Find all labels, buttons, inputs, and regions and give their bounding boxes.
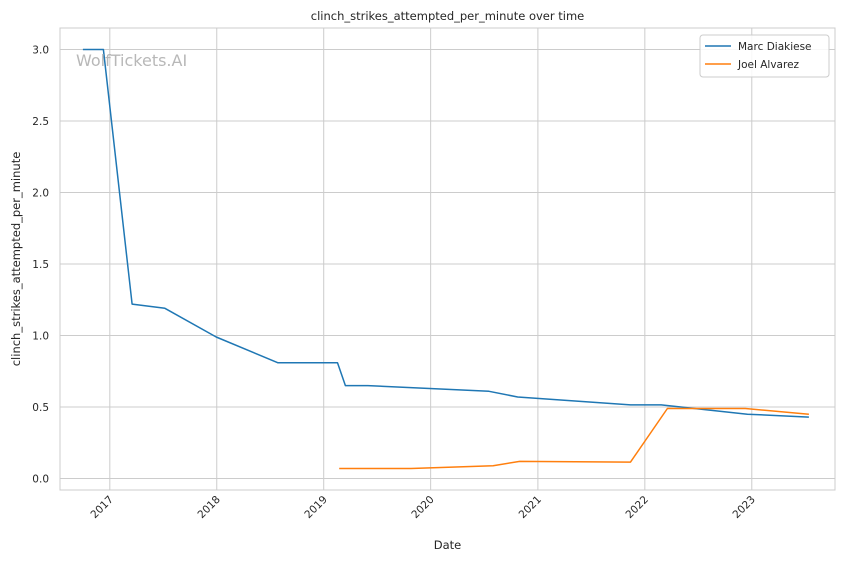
y-tick-label: 1.0 xyxy=(32,331,49,343)
legend-label-joel-alvarez: Joel Alvarez xyxy=(737,59,800,71)
y-tick-label: 0.0 xyxy=(32,474,49,486)
y-tick-label: 2.5 xyxy=(32,116,49,128)
y-tick-label: 1.5 xyxy=(32,259,49,271)
series-lines xyxy=(82,48,809,470)
plot-frame xyxy=(59,27,836,491)
grid xyxy=(60,28,835,490)
y-tick-label: 3.0 xyxy=(32,44,49,56)
y-axis-label: clinch_strikes_attempted_per_minute xyxy=(9,152,23,367)
y-tick-label: 2.0 xyxy=(32,187,49,199)
legend: Marc Diakiese Joel Alvarez xyxy=(699,34,830,78)
x-axis-label: Date xyxy=(434,538,462,552)
watermark: WolfTickets.AI xyxy=(76,51,187,70)
series-line-marc-diakiese xyxy=(82,48,809,418)
series-line-joel-alvarez xyxy=(339,407,809,470)
y-tick-label: 0.5 xyxy=(32,402,49,414)
chart-title: clinch_strikes_attempted_per_minute over… xyxy=(311,9,584,23)
legend-box xyxy=(699,34,830,78)
legend-label-marc-diakiese: Marc Diakiese xyxy=(738,41,812,53)
